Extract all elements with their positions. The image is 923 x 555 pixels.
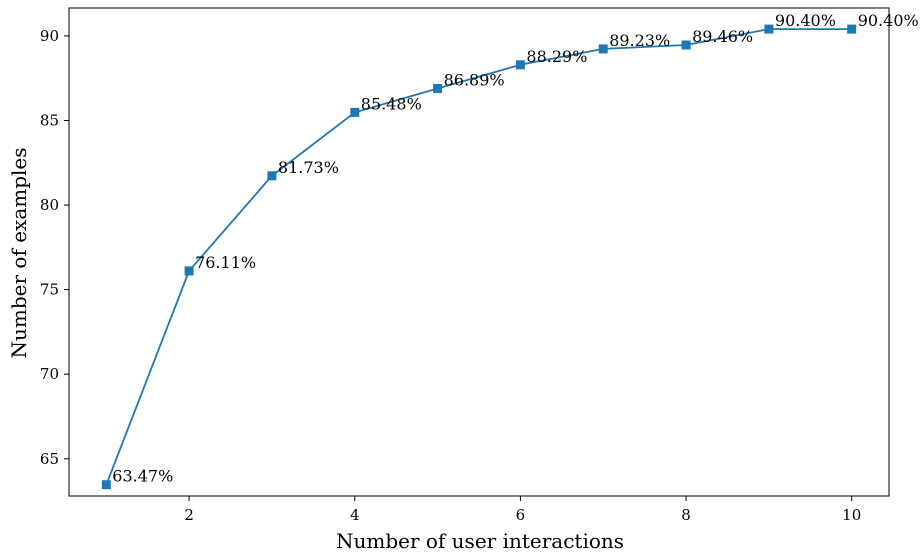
x-tick-label: 4 bbox=[350, 506, 360, 524]
data-point-marker bbox=[764, 24, 774, 34]
x-tick-label: 8 bbox=[681, 506, 691, 524]
x-axis-label: Number of user interactions bbox=[336, 529, 624, 553]
plot-frame bbox=[68, 7, 890, 497]
y-tick-label: 90 bbox=[40, 27, 59, 45]
plot-area: 2 4 6 8 10 65 70 75 80 85 90 63.47% 76.11% 81.73% 85.4… bbox=[40, 7, 919, 524]
y-tick-label: 70 bbox=[40, 365, 59, 383]
data-label: 86.89% bbox=[444, 71, 505, 90]
data-point-marker bbox=[101, 480, 111, 490]
data-point-marker bbox=[267, 171, 277, 181]
y-tick-label: 80 bbox=[40, 196, 59, 214]
data-point-marker bbox=[433, 84, 443, 93]
x-tick-label: 2 bbox=[184, 506, 194, 524]
data-point-marker bbox=[681, 40, 691, 50]
series-line bbox=[105, 28, 852, 486]
y-tick-label: 75 bbox=[40, 281, 59, 299]
x-tick-label: 10 bbox=[842, 506, 861, 524]
data-point-marker bbox=[184, 266, 194, 276]
y-tick-label: 65 bbox=[40, 450, 59, 468]
data-label: 88.29% bbox=[526, 47, 587, 66]
data-label: 90.40% bbox=[858, 11, 919, 30]
data-point-marker bbox=[598, 44, 608, 54]
y-tick-label: 85 bbox=[40, 111, 59, 129]
data-label: 90.40% bbox=[775, 11, 836, 30]
x-tick-label: 6 bbox=[516, 506, 526, 524]
data-label: 63.47% bbox=[112, 467, 173, 486]
data-point-marker bbox=[847, 24, 857, 34]
data-label: 81.73% bbox=[278, 158, 339, 177]
data-label: 76.11% bbox=[195, 253, 256, 272]
data-label: 89.46% bbox=[692, 27, 753, 46]
data-point-marker bbox=[515, 60, 525, 70]
data-point-marker bbox=[350, 107, 360, 117]
data-label: 85.48% bbox=[361, 94, 422, 113]
data-label: 89.23% bbox=[609, 31, 670, 50]
y-axis-label: Number of examples bbox=[7, 147, 31, 358]
